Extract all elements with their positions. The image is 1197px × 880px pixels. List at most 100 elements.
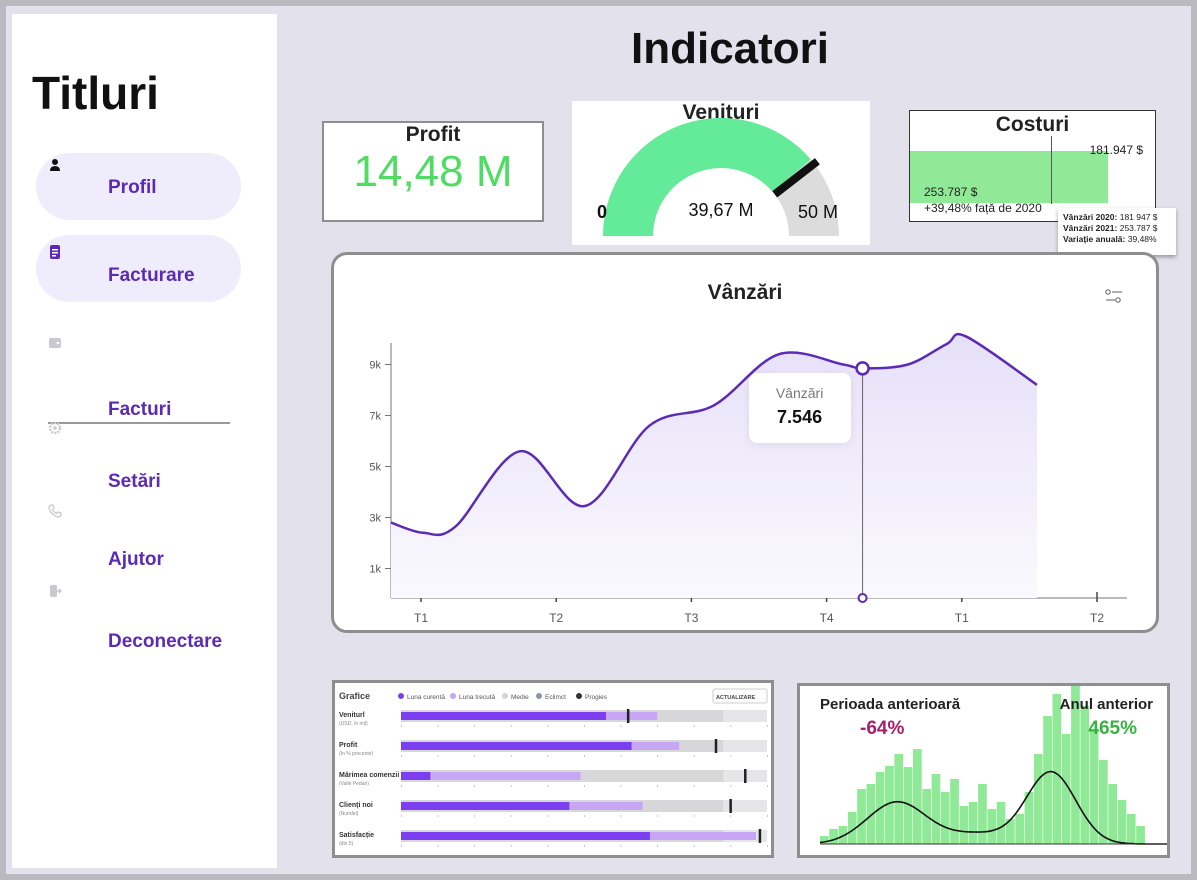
- highlight-axis-marker[interactable]: [857, 593, 868, 603]
- highlight-point[interactable]: [855, 361, 870, 376]
- page-title: Indicatori: [630, 24, 830, 73]
- histogram-bar: [894, 754, 904, 844]
- sidebar-item-label[interactable]: Profil: [108, 177, 157, 198]
- venituri-card: Venituri 0 39,67 M 50 M: [572, 101, 870, 245]
- scale-tick: [657, 845, 658, 847]
- grafice-bullet-chart: Grafice Luna curentă Luna trecută Medie Ecli…: [339, 688, 768, 847]
- sidebar-item-label[interactable]: Facturi: [108, 399, 172, 420]
- row-label: Profit: [339, 742, 358, 749]
- histogram-bar: [1052, 694, 1062, 844]
- legend-marker: [450, 693, 456, 699]
- histogram-bar: [940, 792, 950, 844]
- refresh-button-label[interactable]: ACTUALIZARE: [716, 695, 755, 701]
- sidebar-item-label[interactable]: Ajutor: [108, 549, 164, 570]
- scale-tick: [657, 725, 658, 727]
- scale-tick: [767, 785, 768, 787]
- scale-tick: [620, 845, 622, 847]
- profit-label: Profit: [405, 123, 461, 146]
- histogram-bar: [1117, 800, 1127, 844]
- scale-tick: [730, 845, 732, 847]
- cost-previous: 181.947 $: [1089, 143, 1143, 157]
- histogram-bar: [847, 812, 857, 844]
- current-bar: [401, 802, 570, 810]
- histogram-bar: [857, 789, 866, 844]
- scale-tick: [767, 845, 768, 847]
- cost-bar: [910, 151, 1108, 203]
- scale-tick: [730, 815, 732, 817]
- y-tick-label: 7k: [369, 411, 381, 423]
- cost-current: 253.787 $: [924, 185, 978, 199]
- histogram-bar: [829, 829, 838, 844]
- scale-tick: [620, 755, 622, 757]
- scale-tick: [547, 845, 549, 847]
- legend-label: Luna curentă: [407, 694, 445, 701]
- wallet-icon[interactable]: [48, 336, 62, 350]
- scale-tick: [693, 815, 695, 817]
- sidebar-item-label[interactable]: Deconectare: [108, 631, 223, 652]
- scale-tick: [437, 815, 439, 817]
- scale-tick: [730, 785, 732, 787]
- y-tick-label: 5k: [369, 462, 381, 474]
- sidebar-item-profil[interactable]: [36, 153, 241, 220]
- scale-tick: [510, 785, 512, 787]
- scale-tick: [510, 725, 512, 727]
- sidebar-item-label[interactable]: Setări: [108, 471, 161, 492]
- current-bar: [401, 742, 632, 750]
- histogram-bar: [1033, 754, 1043, 844]
- histogram-bar: [959, 806, 969, 844]
- scale-tick: [767, 755, 768, 757]
- sidebar-item-facturare[interactable]: [36, 235, 241, 302]
- legend-marker: [398, 693, 404, 699]
- cost-tooltip: Vânzări 2020: 181 947 $ Vânzări 2021: 25…: [1058, 208, 1176, 255]
- histogram-right-label: Anul anterior: [1059, 696, 1153, 713]
- histogram-bar: [838, 826, 848, 844]
- histogram-bar: [1015, 814, 1024, 844]
- x-tick-label: T2: [549, 611, 563, 625]
- histogram-bar: [885, 766, 894, 844]
- scale-tick: [584, 815, 585, 817]
- profit-value: 14,48 M: [353, 147, 513, 196]
- scale-tick: [584, 845, 585, 847]
- scale-tick: [657, 785, 658, 787]
- scale-tick: [693, 785, 695, 787]
- cost-variation: +39,48% față de 2020: [924, 201, 1042, 215]
- venituri-label: Venituri: [682, 101, 760, 124]
- histogram-left-value: -64%: [860, 718, 905, 739]
- chart-tooltip: Vânzări 7.546: [748, 373, 851, 444]
- scale-tick: [730, 755, 732, 757]
- current-bar: [401, 832, 650, 840]
- costuri-card: Costuri 181.947 $ 253.787 $ +39,48% față…: [909, 110, 1156, 222]
- scale-tick: [620, 785, 622, 787]
- histogram-bar: [1043, 716, 1052, 844]
- row-sublabel: (Numărl): [339, 811, 359, 817]
- x-tick-label: T3: [684, 611, 698, 625]
- x-tick-label: T4: [820, 611, 834, 625]
- histogram-bar: [1126, 814, 1136, 844]
- grafice-card: Grafice Luna curentă Luna trecută Medie Ecli…: [332, 680, 774, 858]
- sidebar-item-label[interactable]: Facturare: [108, 265, 195, 286]
- previous-bar: [401, 772, 581, 780]
- legend-marker: [536, 693, 542, 699]
- phone-icon[interactable]: [48, 504, 62, 518]
- x-tick-label: T1: [414, 611, 428, 625]
- histogram-bar: [931, 774, 941, 844]
- row-sublabel: (Valle Pedan): [339, 781, 369, 787]
- tooltip-label: Vânzări 2021:: [1063, 223, 1118, 233]
- document-icon: [50, 245, 60, 259]
- refresh-button[interactable]: [712, 688, 768, 704]
- scale-tick: [547, 815, 549, 817]
- scale-tick: [693, 725, 695, 727]
- divider: [48, 422, 230, 424]
- scale-tick: [510, 845, 512, 847]
- histogram-bar: [1006, 819, 1015, 844]
- scale-tick: [401, 725, 402, 727]
- histogram-bar: [866, 784, 876, 844]
- scale-tick: [693, 755, 695, 757]
- histogram-bar: [987, 809, 997, 844]
- scale-tick: [474, 725, 475, 727]
- y-tick-label: 1k: [369, 564, 381, 576]
- filter-icon[interactable]: [1104, 287, 1124, 307]
- gear-icon[interactable]: [48, 421, 62, 435]
- sidebar: Titluri Profil Facturare Facturi Setări …: [12, 14, 277, 868]
- logout-icon[interactable]: [48, 584, 62, 598]
